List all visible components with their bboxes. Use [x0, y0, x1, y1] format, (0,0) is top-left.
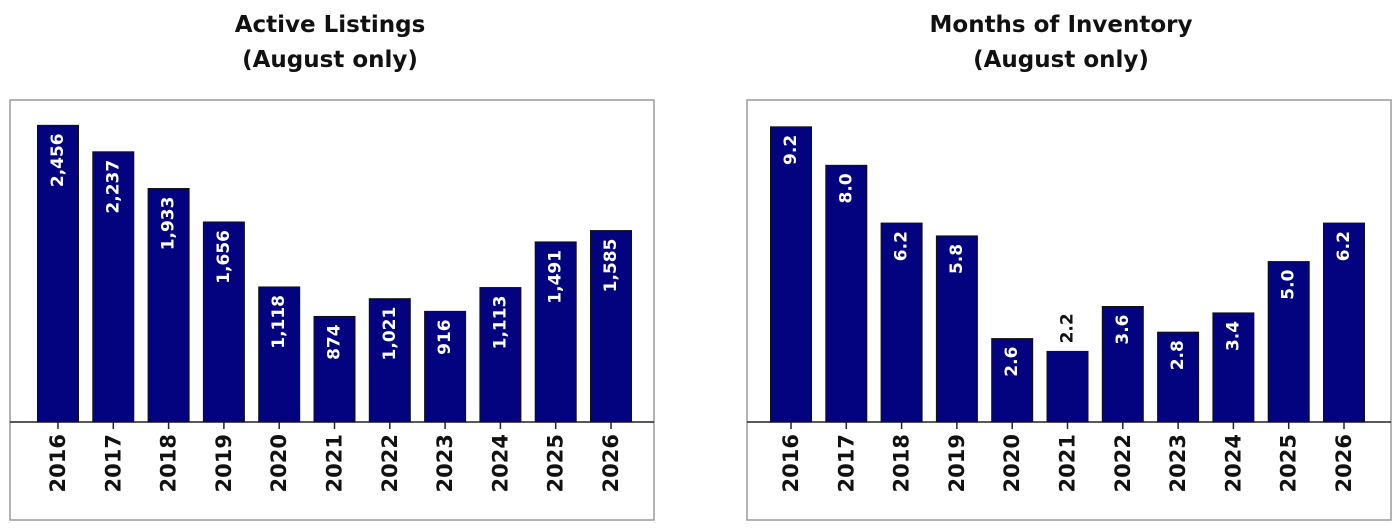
x-tick-label: 2018 [157, 434, 181, 492]
bar-value-label: 874 [325, 324, 345, 360]
bar-value-label: 916 [435, 319, 455, 355]
plot-frame [746, 99, 1392, 521]
x-tick-label: 2021 [323, 434, 347, 492]
active-listings-chart: Active Listings (August only) 2,456 2016 2… [0, 8, 660, 521]
bar [770, 126, 812, 423]
x-tick-label: 2017 [834, 434, 858, 492]
bar-value-label: 1,933 [159, 197, 179, 251]
x-tick-label: 2026 [1332, 434, 1356, 492]
x-tick-label: 2024 [1221, 434, 1245, 492]
bar-value-label: 2.2 [1058, 313, 1078, 343]
bar [313, 315, 356, 423]
bar-value-label: 1,585 [601, 239, 621, 293]
bar [1046, 350, 1089, 423]
x-tick-label: 2020 [267, 434, 291, 492]
x-tick-label: 2022 [1111, 434, 1135, 492]
bar [1157, 331, 1200, 423]
months-of-inventory-plot: 9.2 2016 8.0 2017 6.2 2018 5.8 2019 2.6 2020 2.2 20… [746, 99, 1392, 521]
bar-value-label: 2,456 [48, 133, 68, 187]
chart-title: Months of Inventory (August only) [700, 8, 1400, 78]
bar-value-label: 2.6 [1002, 347, 1022, 377]
x-tick-label: 2016 [46, 434, 70, 492]
bar [590, 230, 632, 423]
bar [424, 310, 467, 423]
bar-value-label: 1,113 [490, 296, 510, 350]
bar-value-label: 6.2 [892, 231, 912, 261]
x-tick-label: 2021 [1056, 434, 1080, 492]
bar-value-label: 1,491 [546, 250, 566, 304]
bar [147, 188, 190, 423]
bar-value-label: 5.0 [1279, 269, 1299, 299]
bar [202, 221, 245, 423]
bar [1323, 222, 1365, 423]
x-tick-label: 2023 [1166, 434, 1190, 492]
chart-subtitle-line: (August only) [242, 47, 418, 73]
x-tick-label: 2017 [101, 434, 125, 492]
active-listings-plot: 2,456 2016 2,237 2017 1,933 2018 1,656 2019 1,11… [9, 99, 655, 521]
bar [368, 298, 411, 423]
bar [991, 338, 1034, 423]
bar-value-label: 3.4 [1223, 321, 1243, 351]
bar-value-label: 6.2 [1334, 231, 1354, 261]
bar [825, 164, 868, 423]
bar [258, 286, 301, 423]
bar-value-label: 1,656 [214, 230, 234, 284]
chart-subtitle-line: (August only) [973, 47, 1149, 73]
chart-title: Active Listings (August only) [0, 8, 660, 78]
bar [479, 287, 522, 423]
x-tick-label: 2019 [212, 434, 236, 492]
bar-value-label: 5.8 [947, 244, 967, 274]
bar-value-label: 2,237 [103, 160, 123, 214]
bar [534, 241, 577, 423]
chart-title-line: Active Listings [234, 12, 426, 38]
x-tick-label: 2026 [599, 434, 623, 492]
x-tick-label: 2016 [779, 434, 803, 492]
plot-frame [9, 99, 655, 521]
bar [880, 222, 923, 423]
x-tick-label: 2022 [378, 434, 402, 492]
x-tick-label: 2023 [433, 434, 457, 492]
x-tick-label: 2018 [890, 434, 914, 492]
x-tick-label: 2025 [544, 434, 568, 492]
bar [1267, 261, 1310, 423]
bar-value-label: 3.6 [1113, 315, 1133, 345]
bar-value-label: 8.0 [836, 173, 856, 203]
months-of-inventory-chart: Months of Inventory (August only) 9.2 201… [700, 0, 1400, 532]
bar [1212, 312, 1255, 423]
chart-title-line: Months of Inventory [929, 12, 1193, 38]
x-tick-label: 2020 [1000, 434, 1024, 492]
bar [935, 235, 978, 423]
bar-value-label: 1,118 [269, 295, 289, 349]
x-tick-label: 2025 [1277, 434, 1301, 492]
bar-value-label: 9.2 [781, 135, 801, 165]
bar-value-label: 2.8 [1168, 340, 1188, 370]
bar-value-label: 1,021 [380, 307, 400, 361]
bar [92, 151, 135, 423]
x-tick-label: 2024 [488, 434, 512, 492]
x-tick-label: 2019 [945, 434, 969, 492]
